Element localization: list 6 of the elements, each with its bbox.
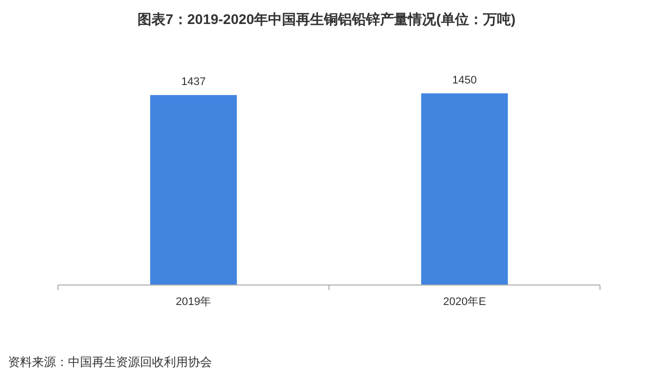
chart-title: 图表7：2019-2020年中国再生铜铝铅锌产量情况(单位：万吨) [137, 11, 516, 27]
data-label: 1437 [181, 76, 206, 88]
data-label: 1450 [452, 74, 477, 86]
x-tick-label: 2019年 [176, 296, 212, 308]
text: 资料来源：中国再生资源回收利用协会 [8, 355, 212, 369]
x-tick-label: 2020年E [443, 296, 486, 308]
